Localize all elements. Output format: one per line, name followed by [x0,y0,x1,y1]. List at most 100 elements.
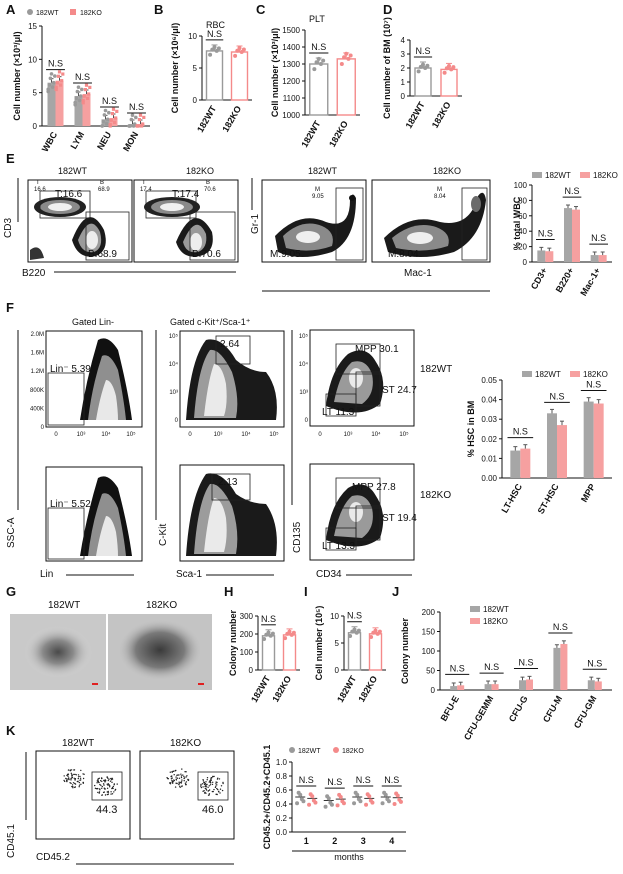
flow-k-dot [99,789,101,791]
chart-a-point [59,83,63,87]
flow-k-dot [106,787,109,789]
legend-ko-label: 182KO [483,617,508,626]
flow-k-ko-gate-label: 46.0 [202,804,223,816]
chart-d-ytick-label: 2 [401,64,406,73]
flow-k-dot [203,783,206,786]
flow-f-hsc-wt-gate-mpp [335,343,381,375]
flow-k-dot [213,775,215,778]
flow-k-dot [219,792,221,794]
flow-k-dot [218,778,221,780]
chart-h: 300 200 100 0 Colony number 182WT N.S 182KO [228,610,300,704]
flow-f-lin-xtick-label: 10⁴ [101,431,111,438]
chart-h-point [264,632,269,637]
flow-k-dot [97,791,99,794]
chart-k-point [394,791,399,796]
chart-a-ns-label: N.S [75,72,90,82]
chart-a-point [61,72,65,76]
flow-k-wt-title: 182WT [62,738,94,749]
flow-k-dot [208,785,210,787]
chart-d-point [442,70,447,75]
legend-a-wt-label: 182WT [36,10,59,17]
chart-a-point [83,88,87,92]
chart-c-bar [309,63,329,116]
flow-k-ylabel: CD45.1 [6,824,17,858]
chart-c-ytick-label: 1000 [282,111,300,120]
flow-e-plot-2-tiny-t-val: 17.4 [140,187,152,193]
chart-c-point [348,53,353,58]
flow-k: 182WT 182KO 44.3 46.0 CD45.1 CD45.2 [6,738,235,865]
flow-f-cd34-xtick-label: 10⁵ [399,431,409,438]
chart-k-ns-label: N.S [356,775,371,785]
flow-k-dot [96,782,98,784]
chart-h-point [262,637,267,642]
chart-k-point [397,797,402,802]
legend-ko-swatch [580,172,590,178]
chart-a-point [54,85,58,89]
legend-wt-swatch [470,606,480,612]
flow-k-dot [216,787,218,790]
chart-j: 200 150 100 50 0 Colony number BFU-E N.S CFU-GEM… [400,605,612,742]
flow-k-ko-gate [197,771,229,801]
flow-k-dot [106,783,108,785]
chart-c-title: PLT [309,14,325,24]
chart-j-ylabel: Colony number [400,618,410,684]
flow-k-dot [176,777,179,779]
flow-k-dot [71,773,73,776]
flow-k-dot [200,785,202,787]
chart-j-category-label: CFU-GEMM [462,694,495,742]
chart-k-category-label: 3 [361,836,366,846]
panel-label-c: C [256,2,266,17]
flow-k-dot [204,785,206,788]
chart-a-point [60,79,64,83]
chart-e-bar [590,255,599,262]
chart-a-point [48,76,53,81]
panel-label-d: D [383,2,392,17]
chart-c-point [314,60,319,65]
flow-k-dot [70,769,73,771]
flow-k-dot [75,774,78,776]
chart-a-point [113,120,117,124]
flow-k-dot [222,782,224,785]
flow-k-dot [216,784,218,786]
chart-h-ns-label: N.S [261,614,276,624]
flow-k-dot [79,775,81,778]
flow-k-dot [77,777,80,780]
chart-a-point [102,113,107,117]
chart-j-bar [587,680,595,690]
flow-k-xlabel: CD45.2 [36,852,70,863]
flow-k-dot [67,769,70,771]
chart-k-ns-label: N.S [327,777,342,787]
chart-c-point [318,62,323,66]
flow-e-title-1: 182WT [58,166,88,176]
flow-k-dot [211,783,214,786]
chart-j-ns-label: N.S [450,663,465,673]
legend-wt-label: 182WT [545,171,571,180]
chart-d-point [449,67,454,72]
flow-k-dot [212,781,214,783]
flow-f-sca-xtick-label: 10³ [214,432,223,438]
chart-e-ytick-label: 60 [518,212,527,221]
chart-c-ytick-label: 1100 [283,94,301,103]
flow-k-dot [214,786,217,789]
flow-k-dot [175,776,177,778]
flow-k-dot [68,778,70,780]
flow-k-dot [103,779,105,782]
flow-k-dot [97,788,99,790]
flow-k-dot [180,773,182,775]
flow-k-dot [207,786,209,788]
chart-a-point [47,83,52,87]
chart-a-point [75,89,80,94]
flow-k-dot [215,781,217,783]
flow-f-hsc-wt-lt: LT 11.3 [322,407,355,418]
chart-j-ytick-label: 150 [422,628,436,637]
chart-k-xlabel: months [334,852,364,862]
chart-b-point [214,48,219,53]
flow-e-plot-1-tiny-b: B [100,180,104,186]
chart-k-point [299,797,304,802]
chart-j-category-label: CFU-GM [572,694,599,730]
flow-k-dot [205,789,208,791]
chart-k-ytick-label: 0.2 [276,814,288,823]
chart-i-point [348,633,353,638]
chart-e: 100 80 60 40 20 0% total WBC CD3+ N.S B220+ N.S Ma… [512,171,618,298]
